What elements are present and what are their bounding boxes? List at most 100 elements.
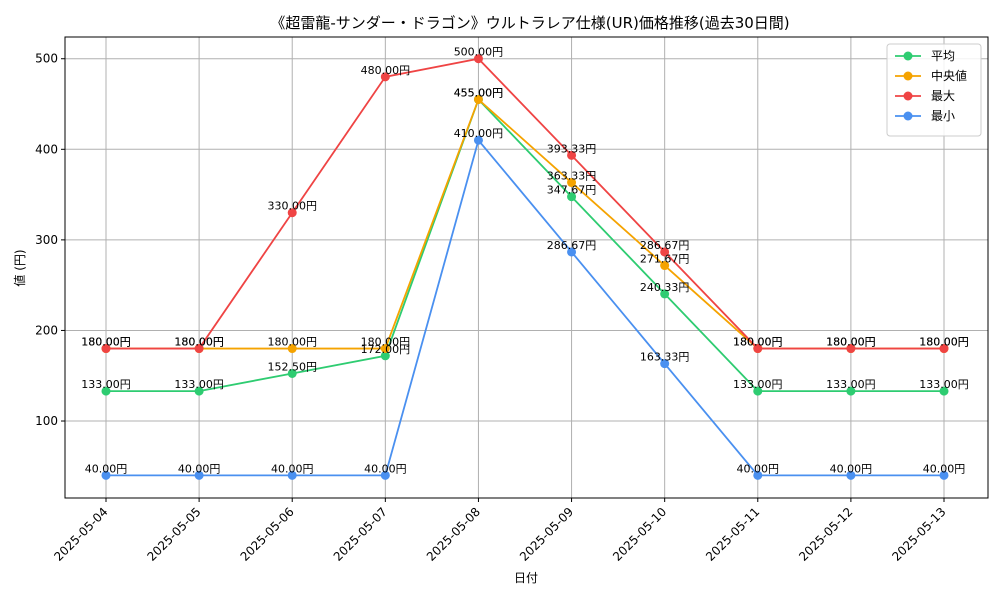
- data-point: [567, 178, 577, 188]
- x-tick-label: 2025-05-09: [517, 505, 576, 564]
- x-tick-label: 2025-05-05: [144, 505, 203, 564]
- y-tick-label: 100: [35, 414, 58, 428]
- data-label: 180.00円: [733, 336, 783, 349]
- data-label: 271.67円: [640, 253, 690, 266]
- data-point: [660, 261, 670, 271]
- legend-label: 中央値: [931, 68, 967, 83]
- y-tick-label: 500: [35, 52, 58, 66]
- legend-marker: [903, 71, 913, 81]
- data-label: 286.67円: [547, 239, 597, 252]
- y-tick-label: 300: [35, 233, 58, 247]
- data-label: 480.00円: [361, 64, 411, 77]
- data-point: [846, 386, 856, 396]
- data-label: 330.00円: [267, 200, 317, 213]
- data-point: [101, 344, 111, 354]
- data-label: 152.50円: [267, 360, 317, 373]
- y-tick-label: 200: [35, 323, 58, 337]
- data-label: 133.00円: [81, 378, 131, 391]
- data-label: 180.00円: [733, 336, 783, 349]
- data-point: [380, 470, 390, 480]
- data-label: 347.67円: [547, 184, 597, 197]
- data-label: 133.00円: [826, 378, 876, 391]
- data-label: 180.00円: [919, 336, 969, 349]
- data-point: [473, 135, 483, 145]
- data-point: [194, 470, 204, 480]
- y-axis: 100 200 300 400 500: [35, 52, 65, 428]
- data-point: [194, 386, 204, 396]
- data-labels: 133.00円 133.00円 152.50円 172.00円 455.00円 347.6…: [81, 46, 969, 476]
- legend-marker: [903, 51, 913, 61]
- data-point: [939, 470, 949, 480]
- data-label: 133.00円: [174, 378, 224, 391]
- data-point: [287, 368, 297, 378]
- data-label: 40.00円: [923, 462, 966, 475]
- data-label: 500.00円: [454, 46, 504, 59]
- data-point: [753, 470, 763, 480]
- data-point: [660, 359, 670, 369]
- data-point: [380, 344, 390, 354]
- data-point: [846, 470, 856, 480]
- data-label: 172.00円: [361, 343, 411, 356]
- data-point: [380, 351, 390, 361]
- data-point: [660, 247, 670, 257]
- data-label: 363.33円: [547, 170, 597, 183]
- data-label: 180.00円: [919, 336, 969, 349]
- data-label: 180.00円: [267, 336, 317, 349]
- legend-marker: [903, 91, 913, 101]
- x-tick-label: 2025-05-11: [703, 505, 762, 564]
- legend-label: 平均: [931, 49, 955, 63]
- data-label: 133.00円: [919, 378, 969, 391]
- data-point: [567, 192, 577, 202]
- x-tick-label: 2025-05-04: [51, 505, 110, 564]
- legend-marker: [903, 111, 913, 121]
- data-point: [846, 344, 856, 354]
- series-line: [106, 138, 944, 477]
- legend-label: 最大: [931, 89, 955, 103]
- data-label: 410.00円: [454, 127, 504, 140]
- data-label: 40.00円: [364, 462, 407, 475]
- grid-lines: [65, 37, 988, 498]
- y-tick-label: 400: [35, 142, 58, 156]
- y-axis-label: 値 (円): [12, 249, 27, 286]
- data-point: [473, 54, 483, 64]
- data-point: [101, 470, 111, 480]
- data-point: [567, 150, 577, 160]
- data-label: 163.33円: [640, 351, 690, 364]
- x-tick-label: 2025-05-12: [796, 505, 855, 564]
- data-point: [660, 289, 670, 299]
- data-label: 40.00円: [737, 462, 780, 475]
- series-layer: [101, 54, 949, 480]
- data-label: 286.67円: [640, 239, 690, 252]
- legend-label: 最小: [931, 109, 955, 123]
- data-label: 180.00円: [826, 336, 876, 349]
- data-point: [287, 208, 297, 218]
- series-line: [106, 57, 944, 350]
- data-point: [287, 470, 297, 480]
- x-axis: 2025-05-04 2025-05-05 2025-05-06 2025-05-07…: [51, 498, 949, 564]
- data-point: [101, 386, 111, 396]
- data-point: [287, 344, 297, 354]
- data-point: [939, 386, 949, 396]
- data-label: 40.00円: [271, 462, 314, 475]
- data-label: 455.00円: [454, 86, 504, 99]
- x-axis-label: 日付: [514, 571, 538, 585]
- plot-frame: [64, 36, 989, 499]
- series-line: [106, 97, 944, 393]
- data-label: 40.00円: [178, 462, 221, 475]
- data-label: 393.33円: [547, 142, 597, 155]
- series-line: [106, 97, 944, 350]
- chart-title: 《超雷龍-サンダー・ドラゴン》ウルトラレア仕様(UR)価格推移(過去30日間): [270, 14, 789, 32]
- data-point: [473, 94, 483, 104]
- x-tick-label: 2025-05-10: [610, 505, 669, 564]
- x-tick-label: 2025-05-08: [424, 505, 483, 564]
- data-label: 40.00円: [85, 462, 128, 475]
- data-label: 180.00円: [174, 336, 224, 349]
- data-point: [380, 72, 390, 82]
- data-point: [567, 247, 577, 257]
- data-label: 180.00円: [81, 336, 131, 349]
- data-label: 455.00円: [454, 86, 504, 99]
- x-tick-label: 2025-05-06: [238, 505, 297, 564]
- data-label: 180.00円: [81, 336, 131, 349]
